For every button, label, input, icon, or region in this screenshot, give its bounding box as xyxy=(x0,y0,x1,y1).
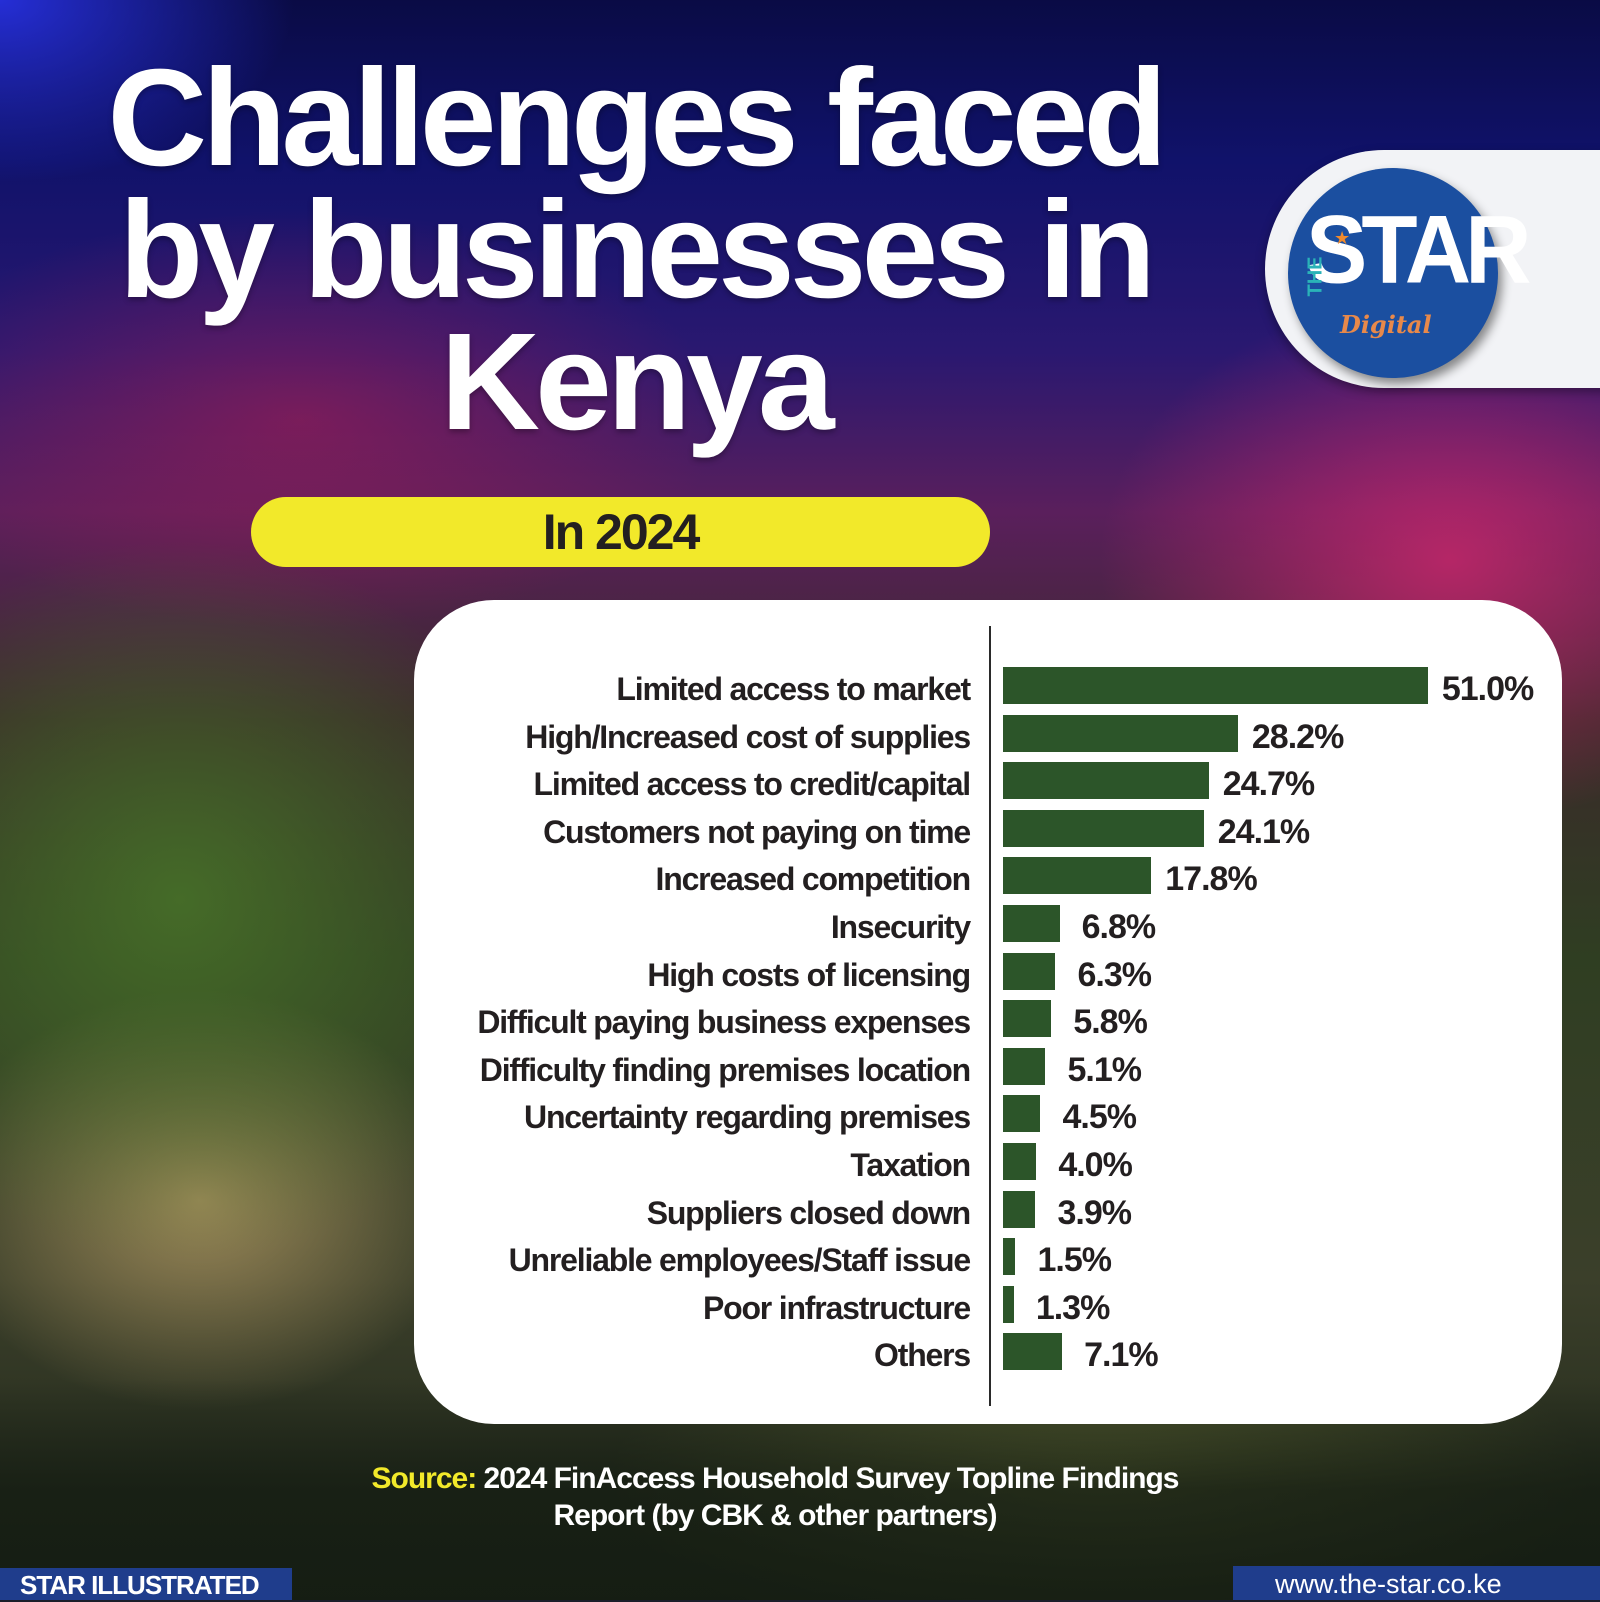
source-text-1: 2024 FinAccess Household Survey Topline … xyxy=(476,1462,1180,1495)
title-line-2: by businesses in xyxy=(118,173,1156,327)
bar-value: 4.0% xyxy=(1058,1146,1132,1184)
bar xyxy=(1003,1238,1016,1276)
bar xyxy=(1003,1285,1014,1323)
bar-row: High costs of licensing 6.3% xyxy=(414,952,1594,997)
bar-value: 6.3% xyxy=(1077,955,1151,994)
bar xyxy=(1003,762,1209,800)
bar-label: Unreliable employees/Staff issue xyxy=(508,1242,972,1279)
bar-value: 28.2% xyxy=(1251,717,1344,756)
logo-the-text: THE xyxy=(1304,256,1327,297)
bar-label: High/Increased cost of supplies xyxy=(525,718,971,755)
footer-website-link[interactable]: www.the-star.co.ke xyxy=(1233,1566,1600,1600)
bar-label: Limited access to credit/capital xyxy=(533,766,972,803)
bar xyxy=(1003,1095,1041,1133)
year-badge: In 2024 xyxy=(251,497,990,567)
bar-value: 7.1% xyxy=(1084,1336,1158,1375)
bar-value: 24.7% xyxy=(1222,765,1315,804)
bar-row: High/Increased cost of supplies 28.2% xyxy=(414,714,1594,759)
bar xyxy=(1003,905,1060,942)
bar-label: Limited access to market xyxy=(616,671,971,707)
title-line-1: Challenges faced xyxy=(107,41,1167,195)
chart-card xyxy=(414,600,1562,1424)
bar-value: 4.5% xyxy=(1062,1098,1136,1137)
bar-value: 1.3% xyxy=(1035,1288,1110,1327)
bar-row: Difficulty finding premises location 5.1% xyxy=(414,1047,1594,1092)
logo-star-text: STAR xyxy=(1306,196,1532,304)
bar-label: Increased competition xyxy=(655,861,972,898)
bar-row: Difficult paying business expenses 5.8% xyxy=(414,1000,1594,1044)
page-title: Challenges faced by businesses in Kenya xyxy=(60,41,1210,459)
bar xyxy=(1003,714,1238,752)
bar-label: Customers not paying on time xyxy=(543,813,971,850)
bar-row: Others 7.1% xyxy=(414,1333,1594,1377)
bar-label: Difficulty finding premises location xyxy=(479,1051,971,1088)
bar-label: Taxation xyxy=(850,1147,971,1183)
bar-row: Insecurity 6.8% xyxy=(414,905,1594,949)
star-icon: ★ xyxy=(1334,228,1351,248)
bar-label: Poor infrastructure xyxy=(702,1289,971,1326)
bar-row: Increased competition 17.8% xyxy=(414,857,1594,901)
source-note: Source: 2024 FinAccess Household Survey … xyxy=(300,1460,1250,1534)
title-line-3: Kenya xyxy=(440,305,834,459)
bar-label: Uncertainty regarding premises xyxy=(524,1099,971,1136)
chart-axis-line xyxy=(989,626,991,1406)
source-label: Source: xyxy=(371,1462,478,1495)
bar-row: Poor infrastructure 1.3% xyxy=(414,1285,1594,1330)
bar-value: 1.5% xyxy=(1037,1241,1111,1280)
bar xyxy=(1003,952,1056,990)
bar xyxy=(1003,667,1428,704)
bar-value: 51.0% xyxy=(1441,670,1534,708)
bar xyxy=(1003,1190,1036,1228)
bar-row: Unreliable employees/Staff issue 1.5% xyxy=(414,1238,1594,1282)
bar-value: 3.9% xyxy=(1057,1193,1131,1232)
logo-digital-text: Digital xyxy=(1340,310,1432,339)
bar-row: Limited access to market 51.0% xyxy=(414,667,1594,711)
bar xyxy=(1003,1143,1037,1180)
bar-row: Uncertainty regarding premises 4.5% xyxy=(414,1095,1594,1139)
footer-brand: STAR ILLUSTRATED xyxy=(0,1568,292,1600)
bar-row: Limited access to credit/capital 24.7% xyxy=(414,762,1594,806)
bar-value: 5.8% xyxy=(1073,1003,1147,1042)
bar xyxy=(1003,809,1204,847)
bar-row: Taxation 4.0% xyxy=(414,1143,1594,1187)
bar xyxy=(1003,1333,1063,1371)
source-text-2: Report (by CBK & other partners) xyxy=(553,1499,997,1532)
bar xyxy=(1003,1000,1052,1038)
bar-label: Insecurity xyxy=(830,909,971,945)
bar-label: High costs of licensing xyxy=(647,956,971,993)
bar-value: 24.1% xyxy=(1217,812,1310,851)
star-digital-logo xyxy=(1288,168,1498,378)
bar-value: 17.8% xyxy=(1165,860,1257,899)
bar-value: 6.8% xyxy=(1081,908,1156,946)
bar-row: Customers not paying on time 24.1% xyxy=(414,809,1594,854)
bar-row: Suppliers closed down 3.9% xyxy=(414,1190,1594,1235)
bar xyxy=(1003,1047,1046,1085)
bar xyxy=(1003,857,1152,895)
bar-label: Others xyxy=(874,1337,971,1374)
bar-label: Difficult paying business expenses xyxy=(477,1004,971,1041)
bar-label: Suppliers closed down xyxy=(646,1194,972,1231)
bar-value: 5.1% xyxy=(1067,1050,1141,1089)
